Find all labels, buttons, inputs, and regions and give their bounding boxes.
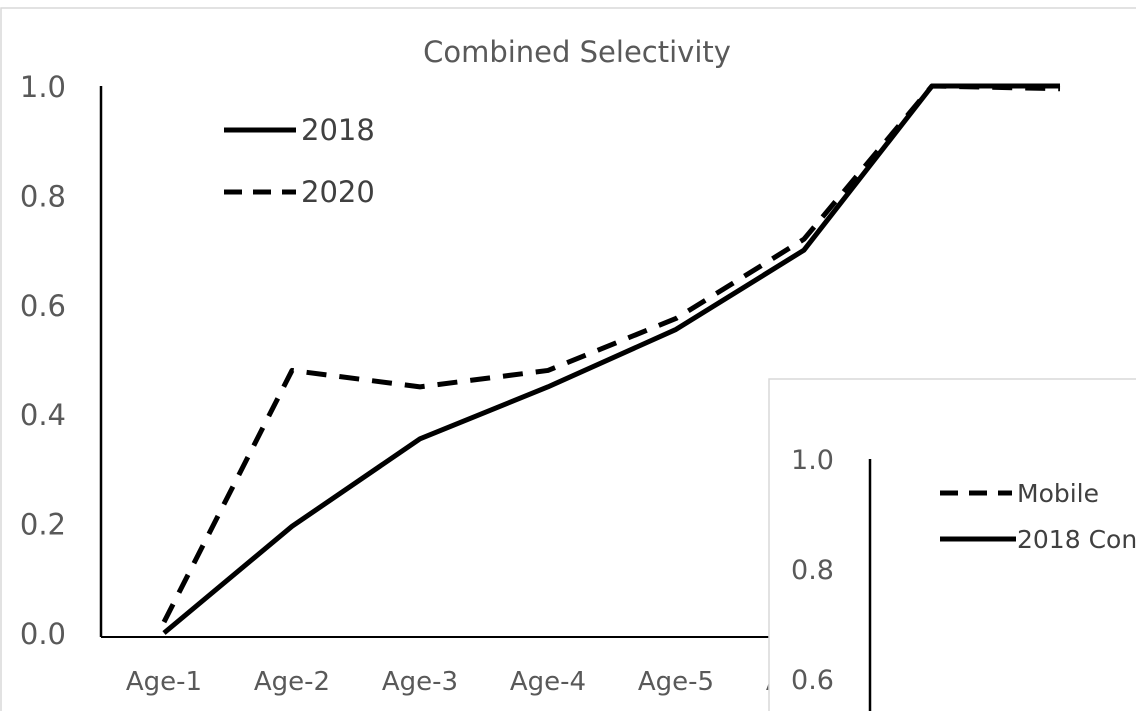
inset-chart: 0.6 0.8 1.0 Mobile 2018 Con: [769, 379, 1136, 711]
x-tick-label: Age-2: [254, 667, 330, 697]
chart-title: Combined Selectivity: [423, 35, 731, 69]
y-tick-label: 0.8: [20, 179, 66, 213]
legend-label-2020: 2020: [301, 175, 375, 209]
x-tick-label: Age-1: [126, 667, 202, 697]
inset-y-tick-label: 1.0: [791, 445, 834, 476]
inset-legend-label-mobile: Mobile: [1017, 479, 1099, 508]
x-tick-label: Age-5: [638, 667, 714, 697]
inset-y-tick-label: 0.8: [791, 555, 834, 586]
y-tick-label: 0.0: [20, 617, 66, 651]
inset-y-tick-label: 0.6: [791, 665, 834, 696]
y-tick-label: 0.2: [20, 508, 66, 542]
legend-label-2018: 2018: [301, 113, 375, 147]
y-tick-label: 0.6: [20, 289, 66, 323]
y-tick-label: 1.0: [20, 70, 66, 104]
y-tick-label: 0.4: [20, 398, 66, 432]
inset-legend-label-2018-con: 2018 Con: [1017, 525, 1136, 554]
x-tick-label: Age-3: [382, 667, 458, 697]
x-tick-label: Age-4: [510, 667, 586, 697]
